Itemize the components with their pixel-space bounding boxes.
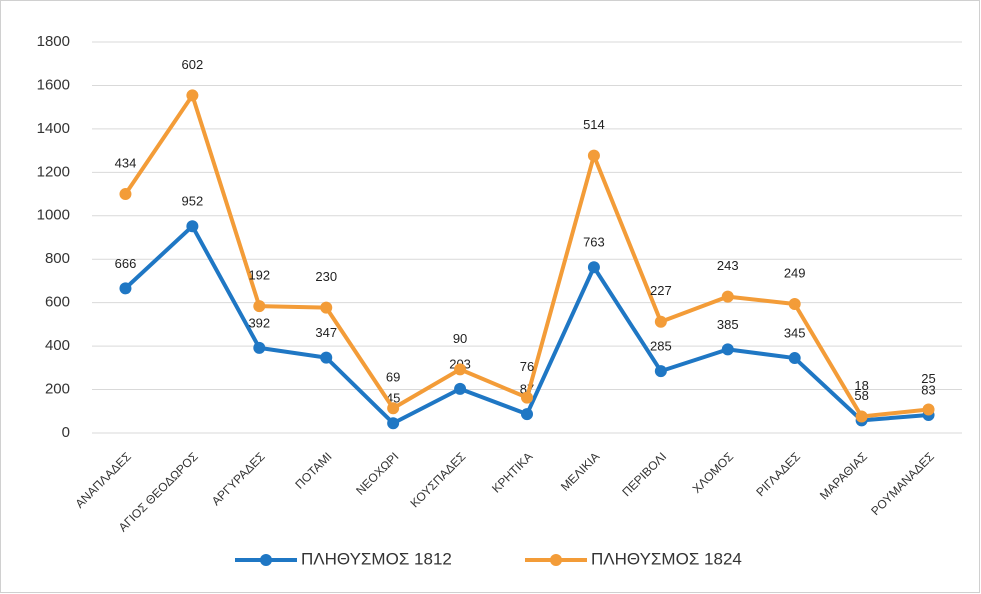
- legend-marker: [550, 554, 562, 566]
- point: [320, 351, 333, 364]
- point: [587, 261, 600, 274]
- point: [387, 417, 400, 430]
- data-label: 69: [386, 370, 400, 385]
- point: [186, 89, 199, 102]
- data-label: 227: [650, 283, 672, 298]
- data-label: 18: [854, 378, 868, 393]
- data-label: 392: [248, 315, 270, 330]
- data-label: 347: [315, 325, 337, 340]
- y-tick-label: 1000: [37, 207, 70, 224]
- data-label: 602: [182, 57, 204, 72]
- data-label: 385: [717, 317, 739, 332]
- y-tick-label: 1200: [37, 163, 70, 180]
- point: [186, 220, 199, 233]
- legend-label: ΠΛΗΘΥΣΜΟΣ 1812: [301, 549, 452, 568]
- data-label: 230: [315, 269, 337, 284]
- point: [387, 402, 400, 415]
- data-label: 243: [717, 258, 739, 273]
- point: [253, 300, 266, 313]
- point: [253, 341, 266, 354]
- data-label: 90: [453, 331, 467, 346]
- data-label: 345: [784, 325, 806, 340]
- y-tick-label: 1800: [37, 33, 70, 50]
- point: [521, 391, 533, 404]
- point: [521, 408, 533, 421]
- data-label: 249: [784, 265, 806, 280]
- y-tick-label: 1400: [37, 120, 70, 137]
- point: [721, 343, 734, 356]
- point: [721, 290, 734, 303]
- data-label: 285: [650, 339, 672, 354]
- data-label: 76: [520, 359, 534, 374]
- point: [320, 301, 333, 314]
- point: [587, 149, 600, 162]
- data-label: 192: [248, 268, 270, 283]
- data-label: 952: [182, 194, 204, 209]
- data-label: 666: [115, 256, 137, 271]
- point: [788, 352, 801, 365]
- point: [788, 297, 801, 310]
- y-tick-label: 800: [45, 250, 70, 267]
- point: [654, 365, 667, 378]
- y-tick-label: 1600: [37, 76, 70, 93]
- point: [119, 282, 132, 295]
- y-tick-label: 600: [45, 294, 70, 311]
- y-tick-label: 0: [62, 424, 70, 441]
- point: [922, 403, 935, 416]
- y-tick-label: 200: [45, 381, 70, 398]
- point: [654, 315, 667, 328]
- legend-label: ΠΛΗΘΥΣΜΟΣ 1824: [591, 549, 742, 568]
- data-label: 58: [854, 388, 868, 403]
- data-label: 434: [115, 155, 137, 170]
- data-label: 514: [583, 117, 605, 132]
- data-label: 763: [583, 235, 605, 250]
- data-label: 83: [921, 382, 935, 397]
- legend-marker: [260, 554, 272, 566]
- point: [119, 188, 132, 201]
- y-tick-label: 400: [45, 337, 70, 354]
- data-label: 25: [921, 371, 935, 386]
- point: [855, 410, 868, 423]
- point: [454, 363, 467, 376]
- point: [454, 382, 467, 395]
